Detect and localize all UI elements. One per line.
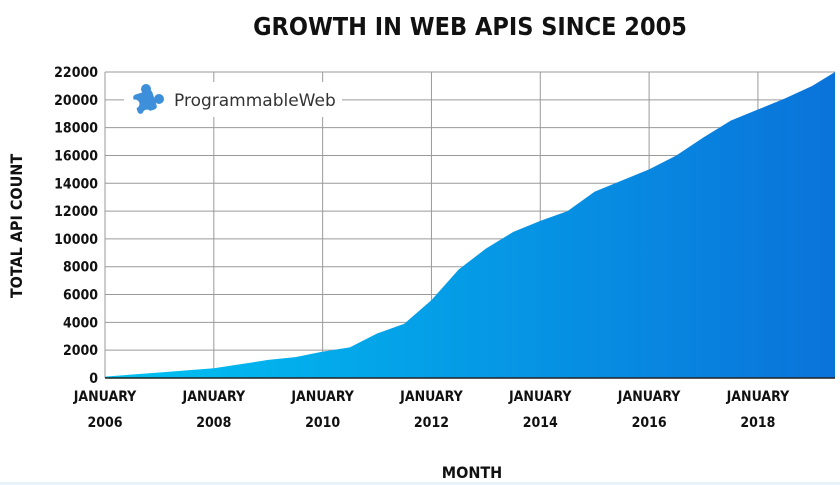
chart-title: GROWTH IN WEB APIS SINCE 2005	[253, 12, 687, 41]
y-tick-label: 8000	[63, 260, 98, 276]
x-tick-year: 2014	[523, 415, 558, 431]
y-tick-label: 10000	[54, 232, 98, 248]
y-axis-title: TOTAL API COUNT	[7, 154, 26, 299]
x-tick-year: 2008	[196, 415, 231, 431]
x-tick-year: 2006	[87, 415, 122, 431]
x-tick-label: JANUARY 2008	[182, 389, 246, 431]
x-tick-month: JANUARY	[399, 389, 463, 405]
logo-text: ProgrammableWeb	[174, 91, 336, 111]
x-tick-month: JANUARY	[617, 389, 681, 405]
x-tick-month: JANUARY	[290, 389, 354, 405]
x-tick-year: 2018	[740, 415, 775, 431]
x-tick-label: JANUARY 2012	[399, 389, 463, 431]
x-tick-year: 2010	[305, 415, 340, 431]
x-tick-month: JANUARY	[508, 389, 572, 405]
x-tick-month: JANUARY	[726, 389, 790, 405]
y-tick-label: 4000	[63, 315, 98, 331]
series-area	[105, 72, 835, 378]
x-tick-label: JANUARY 2016	[617, 389, 681, 431]
y-tick-label: 14000	[54, 176, 98, 192]
x-tick-year: 2012	[414, 415, 449, 431]
y-tick-label: 20000	[54, 93, 98, 109]
x-tick-label: JANUARY 2006	[73, 389, 137, 431]
programmableweb-logo: ProgrammableWeb	[124, 82, 342, 119]
y-tick-labels: 0 2000 4000 6000 8000 10000 12000 14000 16000 180…	[54, 65, 98, 387]
x-axis-title: MONTH	[442, 463, 502, 482]
x-tick-label: JANUARY 2018	[726, 389, 790, 431]
y-tick-label: 12000	[54, 204, 98, 220]
x-tick-label: JANUARY 2010	[290, 389, 354, 431]
y-tick-label: 22000	[54, 65, 98, 81]
y-tick-label: 6000	[63, 288, 98, 304]
x-tick-month: JANUARY	[182, 389, 246, 405]
puzzle-piece-icon	[130, 84, 164, 119]
bottom-strip	[0, 482, 840, 485]
y-tick-label: 18000	[54, 121, 98, 137]
x-tick-year: 2016	[632, 415, 667, 431]
y-tick-label: 0	[89, 371, 98, 387]
x-tick-label: JANUARY 2014	[508, 389, 572, 431]
y-tick-label: 16000	[54, 148, 98, 164]
x-tick-labels: JANUARY2006JANUARY2008JANUARY2010JANUARY…	[73, 389, 790, 431]
y-tick-label: 2000	[63, 343, 98, 359]
x-tick-month: JANUARY	[73, 389, 137, 405]
